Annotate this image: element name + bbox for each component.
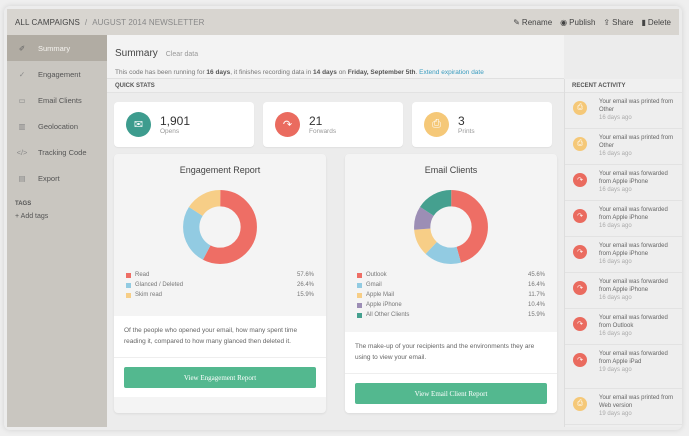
report-description: The make-up of your recipients and the e… xyxy=(345,332,557,374)
legend-item: Apple Mail 11.7% xyxy=(357,290,545,300)
sidebar-item-geolocation[interactable]: ▥ Geolocation xyxy=(7,113,107,139)
reports: Engagement Report Read 57.6% Glanced / De… xyxy=(107,147,564,413)
devices-icon: ▭ xyxy=(18,95,26,105)
printer-icon: ⎙ xyxy=(573,137,587,151)
activity-item: ↷ Your email was forwarded from Apple iPh… xyxy=(565,165,682,201)
quick-stats: ✉ 1,901 Opens ↷ 21 Forwards ⎙ 3 Prints xyxy=(107,93,564,147)
forward-icon: ↷ xyxy=(573,173,587,187)
tags-heading: TAGS xyxy=(15,201,32,207)
forward-icon: ↷ xyxy=(573,353,587,367)
email-clients-donut-chart xyxy=(345,189,557,265)
report-description: Of the people who opened your email, how… xyxy=(114,316,326,358)
legend-item: Glanced / Deleted 26.4% xyxy=(126,280,314,290)
legend-item: Outlook 45.6% xyxy=(357,270,545,280)
recent-activity-panel: RECENT ACTIVITY ⎙ Your email was printed … xyxy=(564,79,682,427)
trash-icon: ▮ xyxy=(641,17,646,27)
legend-item: Skim read 15.9% xyxy=(126,290,314,300)
legend-item: All Other Clients 15.9% xyxy=(357,310,545,320)
activity-item: ↷ Your email was forwarded from Apple iPa… xyxy=(565,345,682,389)
forward-icon: ↷ xyxy=(573,281,587,295)
email-clients-card: Email Clients Outlook 45.6% Gmail 16.4% Ap… xyxy=(345,154,557,413)
legend-item: Read 57.6% xyxy=(126,270,314,280)
code-icon: </> xyxy=(16,147,28,157)
activity-item: ↷ Your email was forwarded from Apple iPh… xyxy=(565,273,682,309)
printer-icon: ⎙ xyxy=(573,101,587,115)
pen-icon: ✐ xyxy=(18,43,26,53)
delete-button[interactable]: ▮ Delete xyxy=(641,17,671,27)
pencil-icon: ✎ xyxy=(513,17,520,27)
engagement-donut-chart xyxy=(114,189,326,265)
sidebar-item-engagement[interactable]: ✓ Engagement xyxy=(7,61,107,87)
stat-label: Prints xyxy=(458,128,475,135)
inbox-icon: ▤ xyxy=(18,173,26,183)
breadcrumb-separator: / xyxy=(84,17,88,27)
activity-item: ↷ Your email was forwarded from Outlook 16… xyxy=(565,309,682,345)
publish-button[interactable]: ◉ Publish xyxy=(560,17,596,27)
report-title: Engagement Report xyxy=(179,165,261,175)
legend-item: Apple iPhone 10.4% xyxy=(357,300,545,310)
view-engagement-report-button[interactable]: View Engagement Report xyxy=(124,367,316,388)
forward-icon: ↷ xyxy=(573,245,587,259)
clear-data-link[interactable]: Clear data xyxy=(165,51,199,58)
summary-header: Summary Clear data This code has been run… xyxy=(107,35,564,79)
quick-stats-heading: QUICK STATS xyxy=(107,79,564,93)
recent-activity-heading: RECENT ACTIVITY xyxy=(565,79,682,93)
legend-item: Gmail 16.4% xyxy=(357,280,545,290)
top-bar: ALL CAMPAIGNS / AUGUST 2014 NEWSLETTER ✎ Re… xyxy=(7,9,679,35)
breadcrumb-all-campaigns[interactable]: ALL CAMPAIGNS xyxy=(15,17,80,27)
forward-icon: ↷ xyxy=(573,317,587,331)
map-icon: ▥ xyxy=(18,121,26,131)
running-status: This code has been running for 16 days, … xyxy=(115,69,484,76)
stat-value: 1,901 xyxy=(160,114,191,128)
email-clients-legend: Outlook 45.6% Gmail 16.4% Apple Mail 11.7% … xyxy=(345,265,557,320)
stat-opens: ✉ 1,901 Opens xyxy=(114,102,254,147)
stat-label: Opens xyxy=(160,128,180,135)
actions-bar: ✎ Rename ◉ Publish ⇪ Share ▮ Delete xyxy=(513,18,671,27)
sidebar-item-tracking-code[interactable]: </> Tracking Code xyxy=(7,139,107,165)
stat-prints: ⎙ 3 Prints xyxy=(412,102,552,147)
eye-icon: ◉ xyxy=(560,17,568,27)
add-tags-link[interactable]: + Add tags xyxy=(15,213,49,220)
engagement-report-card: Engagement Report Read 57.6% Glanced / De… xyxy=(114,154,326,413)
sidebar-item-summary[interactable]: ✐ Summary xyxy=(7,35,107,61)
stat-value: 3 xyxy=(458,114,465,128)
page-title: Summary xyxy=(115,48,158,59)
activity-item: ⎙ Your email was printed from Other 16 day… xyxy=(565,129,682,165)
sidebar-item-export[interactable]: ▤ Export xyxy=(7,165,107,191)
app-window: ALL CAMPAIGNS / AUGUST 2014 NEWSLETTER ✎ Re… xyxy=(4,6,682,430)
check-circle-icon: ✓ xyxy=(18,69,26,79)
share-button[interactable]: ⇪ Share xyxy=(603,17,634,27)
breadcrumb: ALL CAMPAIGNS / AUGUST 2014 NEWSLETTER xyxy=(15,18,205,27)
activity-item: ↷ Your email was forwarded from Apple iPh… xyxy=(565,237,682,273)
extend-expiration-link[interactable]: Extend expiration date xyxy=(419,69,484,76)
engagement-legend: Read 57.6% Glanced / Deleted 26.4% Skim re… xyxy=(114,265,326,300)
main-content: Summary Clear data This code has been run… xyxy=(107,35,564,427)
stat-value: 21 xyxy=(309,114,323,128)
activity-item: ↷ Your email was forwarded from Apple iPh… xyxy=(565,201,682,237)
envelope-icon: ✉ xyxy=(126,112,151,137)
stat-label: Forwards xyxy=(309,128,337,135)
activity-item: ⎙ Your email was printed from Web version… xyxy=(565,389,682,425)
sidebar: ✐ Summary ✓ Engagement ▭ Email Clients ▥ Geo… xyxy=(7,35,107,427)
report-title: Email Clients xyxy=(424,165,478,175)
share-icon: ⇪ xyxy=(603,17,611,27)
stat-forwards: ↷ 21 Forwards xyxy=(263,102,403,147)
rename-button[interactable]: ✎ Rename xyxy=(513,17,553,27)
activity-item: ⎙ Your email was printed from Other 16 day… xyxy=(565,93,682,129)
forward-icon: ↷ xyxy=(573,209,587,223)
printer-icon: ⎙ xyxy=(573,397,587,411)
breadcrumb-current: AUGUST 2014 NEWSLETTER xyxy=(92,17,205,27)
printer-icon: ⎙ xyxy=(424,112,449,137)
sidebar-item-email-clients[interactable]: ▭ Email Clients xyxy=(7,87,107,113)
view-email-client-report-button[interactable]: View Email Client Report xyxy=(355,383,547,404)
forward-icon: ↷ xyxy=(275,112,300,137)
